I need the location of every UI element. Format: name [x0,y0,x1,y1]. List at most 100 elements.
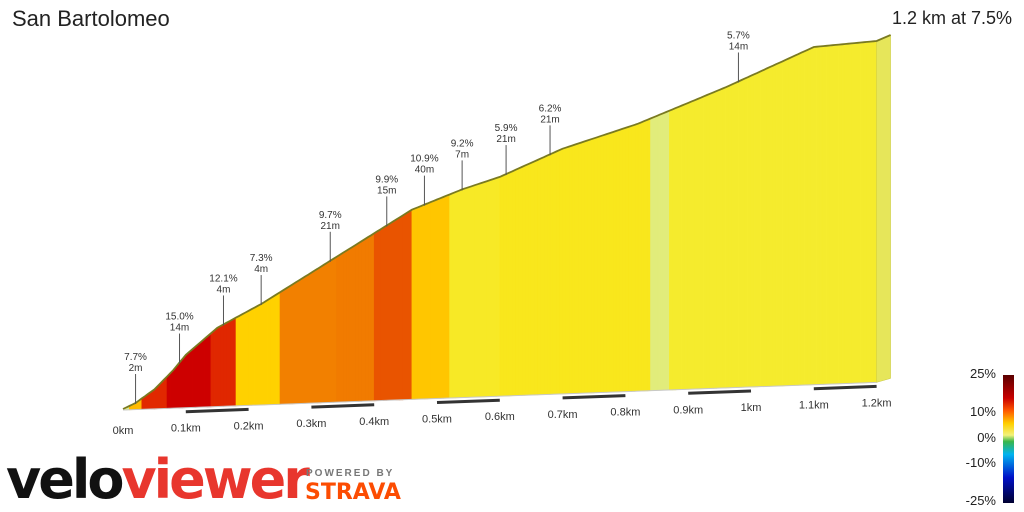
profile-slice [430,201,435,400]
profile-slice [835,45,840,385]
profile-slice [584,140,589,394]
profile-slice [785,59,790,387]
profile-slice [329,259,334,403]
profile-slice [775,63,780,387]
profile-slice [317,267,322,404]
profile-slice [873,41,877,383]
profile-slice [198,341,202,408]
profile-slice [760,70,764,388]
profile-slice [650,117,655,392]
profile-slice [741,79,746,388]
profile-slice [678,106,683,390]
profile-slice [851,43,855,384]
climb-summary: 1.2 km at 7.5% [891,8,1012,28]
profile-slice [260,302,265,406]
distance-tick-label: 1km [741,402,762,414]
profile-slice [358,241,362,402]
distance-scale-bar [562,394,626,400]
profile-slice [866,42,871,384]
profile-slice [844,44,849,384]
annotation-grade: 6.2% [539,103,562,114]
profile-slice [540,157,545,396]
profile-slice [687,102,692,390]
profile-slice [832,45,837,385]
profile-slice [235,316,240,407]
profile-slice [361,239,366,402]
profile-slice [405,212,410,400]
profile-slice [841,44,846,385]
profile-slice [665,111,670,391]
profile-slice [348,247,353,403]
profile-slice [625,127,629,392]
profile-slice [279,290,284,405]
strava-logo[interactable]: STRAVA [305,480,401,505]
profile-slice [339,253,344,403]
legend-label: -25% [966,493,997,508]
profile-slice [722,87,727,389]
profile-slice [719,89,724,389]
profile-slice [172,366,177,409]
profile-slice [643,120,648,392]
annotation-gain: 14m [170,323,189,334]
profile-slice [854,43,859,384]
profile-slice [791,56,796,386]
profile-slice [521,166,526,396]
distance-tick-label: 0.4km [359,416,389,428]
legend-label: -10% [966,455,997,470]
profile-slice [549,153,554,395]
distance-tick-label: 0.7km [548,409,578,421]
profile-slice [458,189,463,399]
annotation-grade: 12.1% [209,273,237,284]
profile-slice [816,47,821,385]
profile-slice [769,66,774,387]
profile-slice [706,94,711,389]
profile-slice [512,170,516,397]
profile-slice [182,355,187,409]
profile-slice [179,358,183,409]
profile-slice [301,276,306,404]
profile-slice [527,163,532,396]
distance-scale-bar [688,389,752,395]
profile-slice [223,323,227,407]
profile-slice [640,121,645,392]
profile-slice [653,116,658,391]
profile-slice [254,306,259,406]
profile-slice [276,292,281,405]
profile-slice [292,282,297,405]
profile-slice [863,42,868,384]
annotation-gain: 14m [729,41,748,52]
profile-slice [364,237,369,402]
profile-slice [452,192,457,399]
profile-slice [555,150,560,395]
profile-slice [543,156,548,395]
profile-slice [847,44,852,384]
veloviewer-logo[interactable]: veloviewer [6,450,310,510]
annotation-grade: 15.0% [165,312,193,323]
profile-slice [245,311,249,406]
profile-slice [414,207,419,400]
profile-slice [147,392,152,410]
annotations-layer: 7.7%2m15.0%14m12.1%4m7.3%4m9.7%21m9.9%15… [124,30,750,404]
profile-slice [427,202,432,400]
profile-slice [477,183,482,398]
legend-label: 0% [977,430,996,445]
profile-slice [709,92,714,389]
profile-slice [446,195,450,399]
profile-slice [417,206,422,400]
profile-slice [571,145,576,394]
profile-slice [220,324,224,407]
profile-slice [411,208,416,400]
profile-slice [157,383,161,410]
annotation-grade: 7.7% [124,352,147,363]
annotation-gain: 40m [415,165,434,176]
profile-slice [455,191,460,399]
profile-slice [609,132,614,393]
profile-slice [191,347,196,408]
profile-slice [593,137,598,394]
distance-tick-label: 0.2km [234,420,264,432]
profile-slice [819,46,824,385]
profile-slice [810,47,815,386]
profile-slice [747,76,752,388]
profile-slice [480,182,485,398]
profile-slice [408,210,413,400]
